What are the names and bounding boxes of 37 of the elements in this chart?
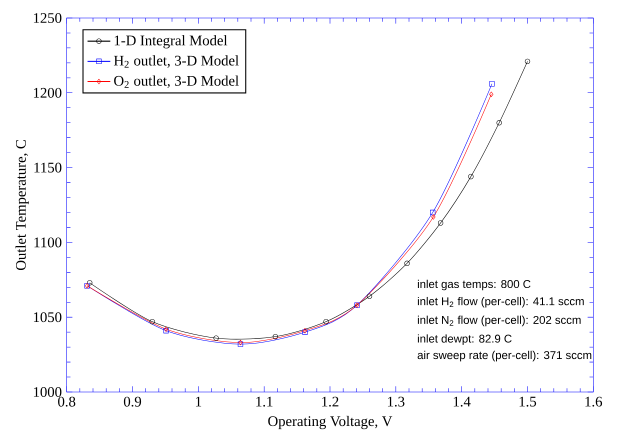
x-tick-label: 1.4 <box>454 396 471 407</box>
y-tick-label: 1100 <box>34 237 62 248</box>
point <box>366 294 372 299</box>
x-tick-label: 1.1 <box>256 396 272 407</box>
y-tick-label: 1150 <box>34 162 62 173</box>
point <box>272 334 278 340</box>
point <box>431 214 436 220</box>
x-tick-label: 1 <box>196 396 202 406</box>
point <box>213 335 219 341</box>
y-axis-title: Outlet Temperature, C <box>16 140 29 270</box>
annotation: inlet gas temps: 800 C <box>418 280 531 290</box>
point <box>438 220 444 226</box>
point <box>323 319 329 324</box>
point <box>404 260 410 266</box>
annotation: air sweep rate (per-cell): 371 sccm <box>418 350 592 362</box>
x-tick-label: 1.6 <box>585 396 602 407</box>
point <box>496 120 502 126</box>
annotation: inlet H$_{2}$ flow (per-cell): 41.1 sccm <box>418 296 584 308</box>
annotation: inlet dewpt: 82.9 C <box>418 334 512 345</box>
legend-label: 1-D Integral Model <box>114 35 228 48</box>
legend-label: O$_{2}$ outlet, 3-D Model <box>114 75 239 88</box>
x-tick-label: 1.3 <box>388 396 404 407</box>
point <box>150 319 155 324</box>
point <box>468 174 474 180</box>
y-tick-label: 1050 <box>34 312 62 322</box>
y-tick-label: 1000 <box>34 387 62 397</box>
x-tick-label: 0.8 <box>58 396 76 407</box>
x-tick-label: 1.2 <box>322 396 338 407</box>
x-tick-label: 0.9 <box>124 396 142 407</box>
x-tick-label: 1.5 <box>520 396 536 407</box>
point <box>430 210 436 216</box>
annotation: inlet N$_{2}$ flow (per-cell): 202 sccm <box>418 316 581 326</box>
point <box>489 81 495 86</box>
x-axis-title: Operating Voltage, V <box>268 416 392 430</box>
y-tick-label: 1250 <box>34 13 62 23</box>
legend-label: H$_{2}$ outlet, 3-D Model <box>114 55 239 68</box>
y-tick-label: 1200 <box>34 88 62 98</box>
